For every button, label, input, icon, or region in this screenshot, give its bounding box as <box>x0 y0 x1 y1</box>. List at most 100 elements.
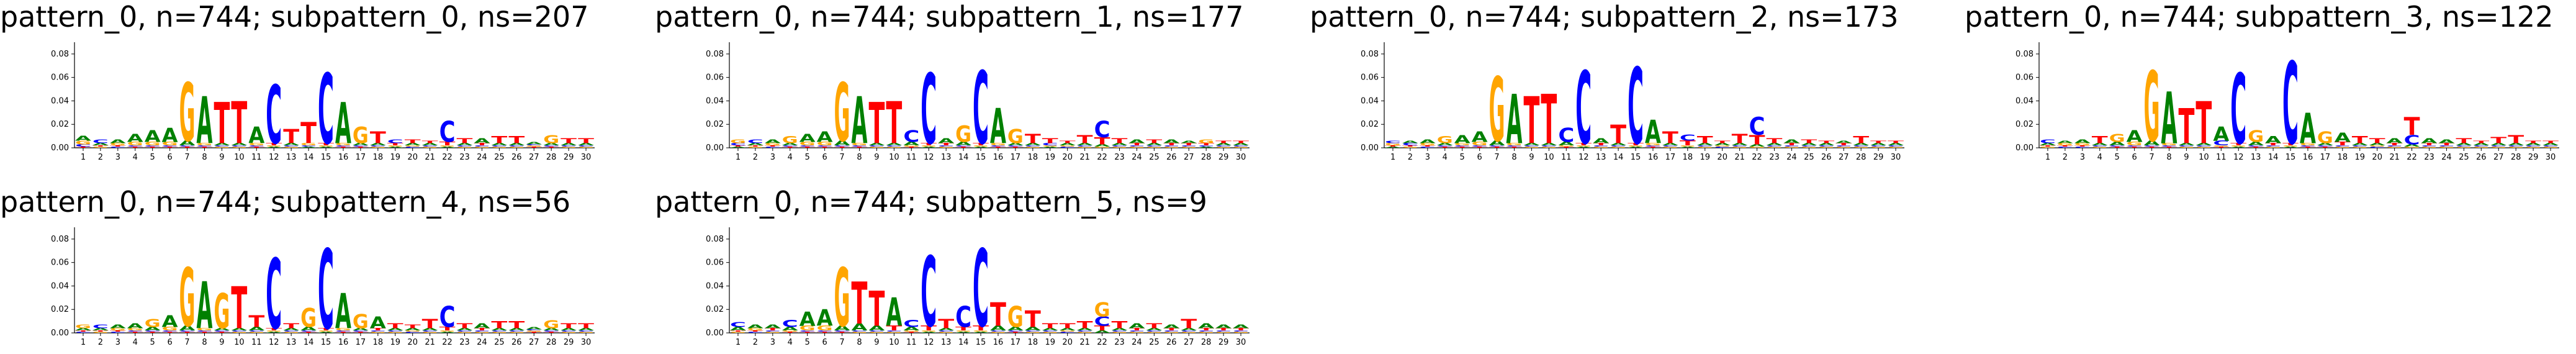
x-tick-label: 8 <box>202 153 207 162</box>
x-tick-label: 5 <box>805 338 810 347</box>
logo-letter-T: T <box>903 332 920 334</box>
logo-letter-C: C <box>747 332 763 334</box>
logo-letter-T: T <box>127 332 144 334</box>
logo-letter-T: T <box>2248 147 2264 148</box>
logo-letter-G: G <box>1714 145 1731 147</box>
x-tick-label: 23 <box>2424 153 2434 162</box>
logo-letter-G: G <box>508 332 525 334</box>
logo-letter-G: G <box>886 332 902 334</box>
logo-letter-C: C <box>543 330 559 332</box>
logo-letter-A: A <box>543 327 560 331</box>
logo-letter-T: T <box>197 332 214 334</box>
logo-letter-T: T <box>2352 134 2368 145</box>
x-tick-label: 29 <box>1218 153 1229 162</box>
logo-letter-G: G <box>1128 332 1145 334</box>
logo-letter-C: C <box>886 330 902 332</box>
logo-letter-T: T <box>1697 134 1713 145</box>
logo-letter-G: G <box>1575 145 1592 147</box>
x-tick-label: 13 <box>941 153 952 162</box>
x-tick-label: 27 <box>1839 153 1849 162</box>
x-tick-label: 27 <box>529 338 539 347</box>
logo-letter-A: A <box>110 138 126 144</box>
logo-letter-T: T <box>2057 145 2074 147</box>
x-tick-label: 19 <box>1045 153 1055 162</box>
logo-letter-A: A <box>921 147 937 148</box>
logo-letter-C: C <box>2178 145 2194 147</box>
logo-letter-A: A <box>561 142 577 146</box>
logo-letter-G: G <box>1163 332 1179 334</box>
x-tick-label: 22 <box>1097 153 1107 162</box>
logo-letter-T: T <box>162 332 179 334</box>
logo-letter-T: T <box>2335 141 2351 147</box>
logo-letter-A: A <box>2127 127 2143 146</box>
logo-letter-A: A <box>1472 129 1488 145</box>
logo-letter-G: G <box>1094 147 1110 148</box>
logo-letter-C: C <box>75 332 91 334</box>
logo-letter-A: A <box>283 142 300 146</box>
logo-letter-A: A <box>543 142 560 146</box>
logo-letter-C: C <box>162 145 178 147</box>
logo-letter-T: T <box>747 330 764 332</box>
y-tick-label: 0.00 <box>2015 143 2033 153</box>
logo-letter-A: A <box>1714 142 1731 146</box>
logo-letter-A: A <box>817 129 834 145</box>
logo-letter-T: T <box>938 317 954 332</box>
logo-letter-C: C <box>1575 52 1592 167</box>
logo-letter-G: G <box>1628 145 1644 147</box>
x-tick-label: 15 <box>2286 153 2296 162</box>
x-tick-label: 3 <box>770 153 775 162</box>
logo-letter-G: G <box>1523 147 1539 148</box>
logo-letter-G: G <box>2542 147 2559 148</box>
logo-letter-A: A <box>283 327 300 331</box>
logo-letter-G: G <box>1558 145 1574 147</box>
logo-letter-C: C <box>1420 147 1436 148</box>
logo-letter-T: T <box>1767 137 1783 145</box>
logo-letter-A: A <box>834 140 851 147</box>
logo-letter-T: T <box>2127 147 2143 148</box>
logo-letter-A: A <box>1094 330 1111 334</box>
logo-letter-G: G <box>145 141 161 147</box>
logo-letter-T: T <box>1094 325 1110 332</box>
logo-letter-T: T <box>973 143 989 147</box>
logo-letter-T: T <box>1628 143 1644 147</box>
logo-letter-G: G <box>1077 332 1093 334</box>
logo-letter-G: G <box>2248 127 2264 145</box>
logo-letter-C: C <box>266 239 282 352</box>
x-tick-label: 25 <box>1149 153 1160 162</box>
logo-letter-G: G <box>1472 141 1488 147</box>
logo-letter-T: T <box>457 322 473 330</box>
logo-letter-T: T <box>561 137 577 145</box>
logo-letter-A: A <box>765 324 781 329</box>
logo-letter-A: A <box>1128 322 1145 330</box>
logo-letter-C: C <box>1146 330 1162 332</box>
logo-letter-C: C <box>145 145 161 147</box>
logo-letter-C: C <box>973 229 989 352</box>
x-tick-label: 15 <box>1631 153 1641 162</box>
x-tick-label: 17 <box>1011 338 1021 347</box>
x-tick-label: 2 <box>753 338 758 347</box>
x-tick-label: 13 <box>2251 153 2261 162</box>
x-tick-label: 21 <box>1079 338 1090 347</box>
logo-letter-A: A <box>799 308 816 331</box>
logo-letter-G: G <box>457 332 473 334</box>
logo-letter-G: G <box>2300 143 2316 147</box>
logo-letter-A: A <box>782 326 798 332</box>
logo-letter-A: A <box>318 332 335 334</box>
logo-letter-A: A <box>405 327 421 331</box>
x-tick-label: 14 <box>1613 153 1624 162</box>
logo-letter-C: C <box>1437 145 1453 147</box>
logo-letter-A: A <box>1662 142 1679 146</box>
logo-letter-A: A <box>2300 104 2316 153</box>
logo-letter-G: G <box>2230 145 2246 147</box>
x-tick-label: 11 <box>906 338 917 347</box>
logo-letter-T: T <box>474 143 490 147</box>
logo-letter-A: A <box>1025 142 1042 146</box>
logo-letter-T: T <box>2542 140 2559 144</box>
logo-letter-A: A <box>1489 140 1506 147</box>
logo-letter-T: T <box>1215 140 1232 144</box>
x-tick-label: 16 <box>1648 153 1659 162</box>
logo-letter-A: A <box>1060 142 1076 146</box>
logo-letter-C: C <box>1888 145 1904 147</box>
logo-letter-G: G <box>75 140 91 146</box>
x-tick-label: 9 <box>874 153 879 162</box>
